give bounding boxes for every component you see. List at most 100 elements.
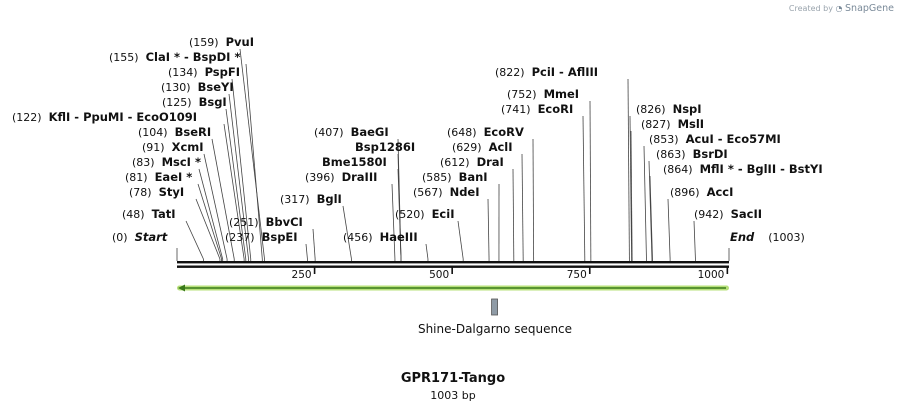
shine-dalgarno-box[interactable] — [491, 298, 498, 316]
enzyme-name: BspEI — [262, 230, 298, 244]
feature-shine-dalgarno[interactable] — [491, 298, 498, 316]
enzyme-leader — [342, 205, 352, 260]
ruler-tick-label: 250 — [292, 269, 312, 281]
enzyme-leader — [425, 243, 429, 260]
snapgene-logo-icon: ◔ — [835, 4, 843, 13]
orf-arrow[interactable] — [177, 284, 729, 292]
enzyme-name: MflI * - BglII - BstYI — [700, 162, 823, 176]
backbone-strand-top — [177, 261, 729, 264]
enzyme-label[interactable]: (48) TatI — [122, 207, 175, 221]
enzyme-leader — [245, 63, 263, 260]
sequence-length: 1003 bp — [430, 389, 476, 402]
enzyme-position: (104) — [138, 126, 175, 139]
enzyme-leader — [203, 153, 228, 260]
enzyme-label[interactable]: (741) EcoRI — [501, 102, 573, 116]
enzyme-position: (251) — [229, 216, 266, 229]
enzyme-label[interactable]: (896) AccI — [670, 185, 733, 199]
enzyme-label[interactable]: (155) ClaI * - BspDI * — [109, 50, 240, 64]
enzyme-name: BaeGI — [351, 125, 389, 139]
enzyme-label[interactable]: (863) BsrDI — [656, 147, 728, 161]
enzyme-label[interactable]: (159) PvuI — [189, 35, 254, 49]
enzyme-leader — [223, 123, 245, 260]
orf-arrow-head — [178, 284, 185, 292]
enzyme-label[interactable]: (648) EcoRV — [447, 125, 524, 139]
enzyme-leader — [630, 130, 633, 260]
enzyme-label[interactable]: (942) SacII — [694, 207, 762, 221]
enzyme-name: XcmI — [172, 140, 204, 154]
enzyme-label[interactable]: (629) AclI — [452, 140, 513, 154]
ruler-tick-label: 1000 — [698, 269, 725, 281]
enzyme-name: TatI — [152, 207, 176, 221]
enzyme-label[interactable]: (864) MflI * - BglII - BstYI — [663, 162, 823, 176]
backbone-strand-bottom — [177, 265, 729, 268]
enzyme-leader — [391, 183, 396, 260]
enzyme-position: (0) — [112, 231, 135, 244]
ruler-tick-label: 750 — [567, 269, 587, 281]
enzyme-label[interactable]: (78) StyI — [129, 185, 184, 199]
enzyme-position: (827) — [641, 118, 678, 131]
enzyme-name: EcoRV — [484, 125, 524, 139]
enzyme-leader-lines — [176, 48, 730, 261]
enzyme-name: DraI — [477, 155, 504, 169]
enzyme-label[interactable]: (826) NspI — [636, 102, 702, 116]
enzyme-label[interactable]: (130) BseYI — [161, 80, 234, 94]
enzyme-label[interactable]: (134) PspFI — [168, 65, 240, 79]
enzyme-position: (648) — [447, 126, 484, 139]
enzyme-leader — [457, 220, 464, 260]
enzyme-leader — [198, 168, 224, 260]
enzyme-name: NspI — [673, 102, 702, 116]
enzyme-name: PvuI — [226, 35, 254, 49]
enzyme-label[interactable]: (456) HaeIII — [343, 230, 418, 244]
enzyme-label[interactable]: (853) AcuI - Eco57MI — [649, 132, 781, 146]
enzyme-name: BanI — [459, 170, 488, 184]
enzyme-leader — [582, 115, 586, 260]
enzyme-position: (741) — [501, 103, 538, 116]
enzyme-label[interactable]: (585) BanI — [422, 170, 488, 184]
enzyme-leader — [648, 160, 653, 260]
enzyme-label[interactable]: (104) BseRI — [138, 125, 211, 139]
enzyme-name: AclI — [489, 140, 513, 154]
enzyme-label[interactable]: (125) BsgI — [162, 95, 227, 109]
enzyme-label[interactable]: (91) XcmI — [142, 140, 204, 154]
enzyme-leader — [649, 175, 653, 260]
enzyme-name: SacII — [731, 207, 762, 221]
enzyme-label[interactable]: (396) DraIII — [305, 170, 377, 184]
enzyme-name: BsgI — [199, 95, 227, 109]
enzyme-name: EaeI * — [155, 170, 193, 184]
enzyme-label[interactable]: (567) NdeI — [413, 185, 480, 199]
enzyme-label[interactable]: Bme1580I — [322, 155, 387, 169]
enzyme-name: PciI - AflIII — [532, 65, 599, 79]
enzyme-label[interactable]: (251) BbvCI — [229, 215, 303, 229]
end-position: (1003) — [754, 231, 805, 244]
enzyme-label[interactable]: (122) KflI - PpuMI - EcoO109I — [12, 110, 197, 124]
enzyme-position: (83) — [132, 156, 162, 169]
sequence-title: GPR171-Tango — [400, 371, 506, 386]
enzyme-label[interactable]: (0) Start — [112, 230, 168, 244]
enzyme-position: (78) — [129, 186, 159, 199]
enzyme-label[interactable]: (612) DraI — [440, 155, 504, 169]
enzyme-position: (122) — [12, 111, 49, 124]
enzyme-name: DraIII — [342, 170, 378, 184]
enzyme-leader — [185, 220, 204, 260]
enzyme-leader — [195, 198, 221, 260]
ruler: 250 500 750 1000 — [292, 267, 729, 281]
enzyme-position: (155) — [109, 51, 146, 64]
enzyme-position: (125) — [162, 96, 199, 109]
enzyme-label[interactable]: Bsp1286I — [355, 140, 415, 154]
enzyme-leader — [487, 198, 490, 260]
enzyme-label[interactable]: (237) BspEI — [225, 230, 298, 244]
enzyme-label[interactable]: (407) BaeGI — [314, 125, 389, 139]
enzyme-name: HaeIII — [380, 230, 418, 244]
enzyme-label[interactable]: (520) EciI — [395, 207, 454, 221]
enzyme-label[interactable]: (822) PciI - AflIII — [495, 65, 598, 79]
enzyme-leader — [228, 93, 249, 260]
enzyme-name: EcoRI — [538, 102, 574, 116]
enzyme-label[interactable]: (83) MscI * — [132, 155, 201, 169]
enzyme-label[interactable]: (317) BglI — [280, 192, 342, 206]
enzyme-label[interactable]: (752) MmeI — [507, 87, 579, 101]
enzyme-name: AccI — [707, 185, 734, 199]
enzyme-label[interactable]: (827) MslI — [641, 117, 704, 131]
enzyme-leader — [305, 243, 308, 260]
enzyme-name: BglI — [317, 192, 342, 206]
enzyme-label[interactable]: (81) EaeI * — [125, 170, 192, 184]
